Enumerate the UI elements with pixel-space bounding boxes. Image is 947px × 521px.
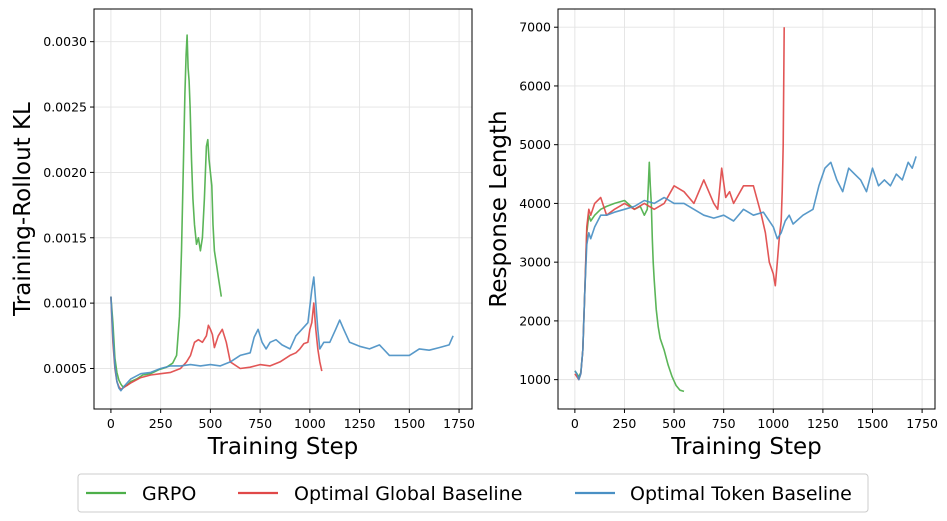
len-x-tick-label: 750: [712, 416, 736, 431]
kl-y-axis-label: Training-Rollout KL: [10, 102, 36, 317]
kl-x-tick-label: 1500: [393, 416, 425, 431]
kl-chart-panel: 0 250 500 750 1000 1250 1500 1750 0.0005 0.0010 0.…: [10, 8, 475, 460]
kl-y-tick-label: 0.0020: [43, 165, 87, 180]
kl-series-line-optimal-global-baseline: [110, 296, 323, 391]
len-series-line-optimal-token-baseline: [574, 156, 917, 381]
response-length-chart-panel: 0 250 500 750 1000 1250 1500 1750 1000 2000 3000 40…: [486, 8, 938, 460]
kl-y-tick-label: 0.0005: [43, 361, 87, 376]
legend-label-grpo: GRPO: [142, 483, 196, 505]
len-x-tick-label: 500: [662, 416, 686, 431]
kl-x-tick-label: 1250: [344, 416, 376, 431]
len-x-tick-label: 1000: [757, 416, 789, 431]
len-x-tick-label: 1750: [906, 416, 938, 431]
len-plot-frame: [557, 8, 936, 410]
kl-x-tick-label: 1000: [294, 416, 326, 431]
kl-series-line-optimal-token-baseline: [110, 276, 454, 392]
kl-x-tick-label: 500: [198, 416, 222, 431]
kl-x-tick-label: 250: [149, 416, 173, 431]
kl-x-tick-label: 0: [107, 416, 115, 431]
kl-series-line-grpo: [110, 34, 223, 388]
len-series-line-optimal-global-baseline: [574, 27, 785, 381]
len-y-tick-label: 6000: [519, 78, 551, 93]
kl-x-axis-label: Training Step: [207, 434, 358, 460]
legend-label-optimal-global-baseline: Optimal Global Baseline: [294, 483, 522, 505]
len-y-tick-label: 1000: [519, 372, 551, 387]
kl-y-tick-label: 0.0015: [43, 230, 87, 245]
len-y-tick-label: 3000: [519, 255, 551, 270]
kl-y-tick-label: 0.0025: [43, 100, 87, 115]
kl-x-tick-label: 750: [248, 416, 272, 431]
kl-x-tick-label: 1750: [443, 416, 475, 431]
legend-box: [77, 473, 869, 513]
kl-y-tick-label: 0.0030: [43, 34, 87, 49]
len-x-tick-label: 1250: [807, 416, 839, 431]
legend: GRPO Optimal Global Baseline Optimal Tok…: [77, 473, 869, 513]
len-x-tick-label: 1500: [857, 416, 889, 431]
len-x-axis-label: Training Step: [670, 434, 821, 460]
kl-plot-frame: [93, 8, 473, 410]
len-y-tick-label: 2000: [519, 313, 551, 328]
len-x-tick-label: 250: [613, 416, 637, 431]
kl-y-tick-label: 0.0010: [43, 296, 87, 311]
len-y-tick-label: 4000: [519, 196, 551, 211]
legend-label-optimal-token-baseline: Optimal Token Baseline: [630, 483, 852, 505]
len-y-axis-label: Response Length: [486, 110, 512, 307]
len-y-tick-label: 5000: [519, 137, 551, 152]
len-y-tick-label: 7000: [519, 20, 551, 35]
len-x-tick-label: 0: [571, 416, 579, 431]
